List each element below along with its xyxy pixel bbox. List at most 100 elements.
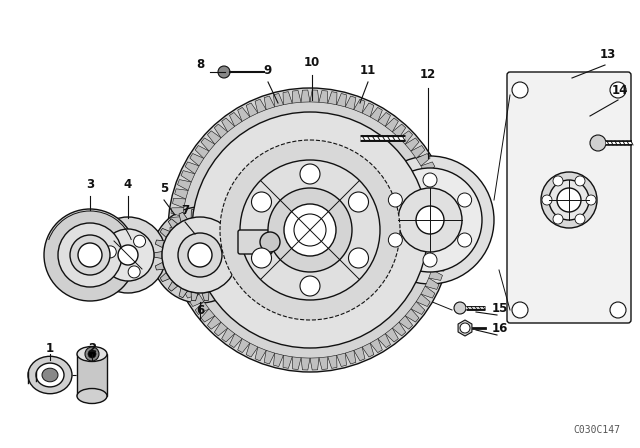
Ellipse shape <box>36 363 64 387</box>
Text: 7: 7 <box>181 203 189 216</box>
Polygon shape <box>337 353 346 366</box>
Polygon shape <box>292 357 301 370</box>
Polygon shape <box>179 288 188 298</box>
Circle shape <box>128 266 140 278</box>
Polygon shape <box>207 131 221 144</box>
Polygon shape <box>185 286 199 298</box>
Polygon shape <box>328 355 337 368</box>
Polygon shape <box>160 228 170 237</box>
Text: 12: 12 <box>420 69 436 82</box>
Text: 5: 5 <box>160 181 168 194</box>
Polygon shape <box>378 112 390 126</box>
Polygon shape <box>170 225 182 234</box>
Polygon shape <box>170 234 182 243</box>
Polygon shape <box>171 208 184 217</box>
Polygon shape <box>273 94 284 107</box>
Ellipse shape <box>28 356 72 394</box>
Polygon shape <box>201 309 215 322</box>
Ellipse shape <box>77 388 107 404</box>
Polygon shape <box>436 243 449 252</box>
Polygon shape <box>160 272 170 282</box>
Circle shape <box>549 180 589 220</box>
Circle shape <box>220 140 400 320</box>
Polygon shape <box>264 350 275 364</box>
Polygon shape <box>337 94 346 107</box>
Polygon shape <box>191 209 198 218</box>
Polygon shape <box>191 292 198 301</box>
Circle shape <box>260 232 280 252</box>
Circle shape <box>553 176 563 186</box>
Polygon shape <box>292 90 301 103</box>
Circle shape <box>88 350 96 358</box>
Polygon shape <box>301 90 310 102</box>
Polygon shape <box>173 252 186 262</box>
Circle shape <box>366 156 494 284</box>
Polygon shape <box>171 243 184 252</box>
Circle shape <box>294 214 326 246</box>
Circle shape <box>388 193 403 207</box>
Polygon shape <box>301 358 310 370</box>
Circle shape <box>218 66 230 78</box>
Text: 10: 10 <box>304 56 320 69</box>
Polygon shape <box>421 286 435 298</box>
Polygon shape <box>255 99 266 113</box>
Polygon shape <box>201 138 215 151</box>
Circle shape <box>575 214 585 224</box>
Polygon shape <box>435 252 447 262</box>
Circle shape <box>423 173 437 187</box>
Polygon shape <box>230 334 242 348</box>
Polygon shape <box>221 328 235 342</box>
Circle shape <box>252 192 271 212</box>
Polygon shape <box>230 272 240 282</box>
Polygon shape <box>354 347 365 361</box>
Polygon shape <box>212 288 221 298</box>
Circle shape <box>423 253 437 267</box>
Polygon shape <box>190 294 204 306</box>
Polygon shape <box>283 92 292 105</box>
Polygon shape <box>405 138 419 151</box>
Polygon shape <box>230 112 242 126</box>
Circle shape <box>586 195 596 205</box>
Polygon shape <box>179 212 188 222</box>
Polygon shape <box>399 316 413 329</box>
Polygon shape <box>345 350 356 364</box>
Polygon shape <box>370 108 382 121</box>
Polygon shape <box>435 198 447 208</box>
Polygon shape <box>168 219 178 228</box>
Circle shape <box>178 233 222 277</box>
Polygon shape <box>411 146 425 159</box>
Polygon shape <box>222 219 232 228</box>
Polygon shape <box>399 131 413 144</box>
Polygon shape <box>154 251 162 258</box>
Text: 13: 13 <box>600 48 616 61</box>
Circle shape <box>398 188 462 252</box>
Polygon shape <box>181 171 195 182</box>
Polygon shape <box>437 234 450 243</box>
Circle shape <box>118 245 138 265</box>
Polygon shape <box>319 357 328 370</box>
Polygon shape <box>156 240 164 248</box>
Polygon shape <box>438 225 450 234</box>
Polygon shape <box>429 270 442 280</box>
Polygon shape <box>416 294 430 306</box>
Circle shape <box>454 302 466 314</box>
Polygon shape <box>283 355 292 368</box>
Bar <box>77 354 107 396</box>
Polygon shape <box>221 118 235 132</box>
Circle shape <box>460 323 470 333</box>
Polygon shape <box>411 302 425 314</box>
Text: 14: 14 <box>612 83 628 96</box>
Text: 9: 9 <box>264 64 272 77</box>
Circle shape <box>192 112 428 348</box>
Circle shape <box>542 195 552 205</box>
Circle shape <box>541 172 597 228</box>
Circle shape <box>188 243 212 267</box>
Circle shape <box>300 164 320 184</box>
Polygon shape <box>264 96 275 110</box>
Polygon shape <box>421 162 435 174</box>
Circle shape <box>349 248 369 268</box>
Circle shape <box>152 207 248 303</box>
Polygon shape <box>362 103 374 117</box>
Circle shape <box>284 204 336 256</box>
Polygon shape <box>310 90 319 102</box>
